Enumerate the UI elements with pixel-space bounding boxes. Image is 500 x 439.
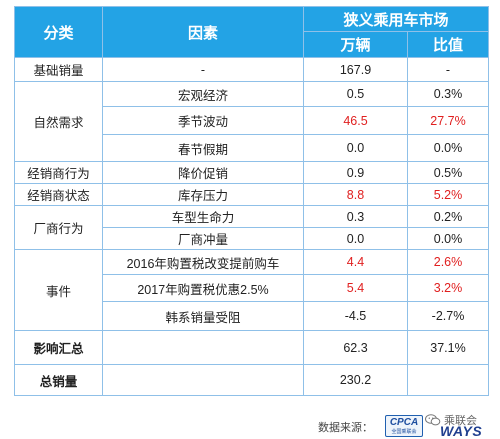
units-cell: 0.3 xyxy=(303,205,408,228)
table-row: 经销商行为 降价促销 0.9 0.5% xyxy=(14,161,490,184)
factor-cell: 厂商冲量 xyxy=(102,227,304,250)
units-cell: 0.5 xyxy=(303,81,408,107)
total-row: 总销量 230.2 xyxy=(14,364,490,396)
category-cell: 厂商行为 xyxy=(14,205,103,250)
factor-cell: 2016年购置税改变提前购车 xyxy=(102,249,304,275)
table-row: 经销商状态 库存压力 8.8 5.2% xyxy=(14,183,490,206)
cpca-logo: CPCA 全国乘联会 xyxy=(385,415,423,437)
header-units: 万辆 xyxy=(303,31,408,58)
units-cell: 0.0 xyxy=(303,134,408,162)
table-row: 春节假期 0.0 0.0% xyxy=(15,134,490,162)
factor-cell: - xyxy=(102,57,304,82)
units-cell: 230.2 xyxy=(303,364,408,396)
header-share: 比值 xyxy=(406,31,490,58)
header-row-2: 万辆 比值 xyxy=(15,31,490,58)
factor-cell xyxy=(102,364,304,396)
wechat-icon xyxy=(425,414,441,426)
table-row: 厂商冲量 0.0 0.0% xyxy=(15,227,490,250)
header-row-1: 分类 因素 狭义乘用车市场 xyxy=(14,6,490,58)
category-cell: 基础销量 xyxy=(14,57,103,82)
category-cell: 总销量 xyxy=(14,364,103,396)
header-category: 分类 xyxy=(14,6,103,58)
units-cell: 167.9 xyxy=(303,57,408,82)
category-cell: 自然需求 xyxy=(14,81,103,162)
category-cell: 经销商行为 xyxy=(14,161,103,184)
units-cell: 0.9 xyxy=(303,161,408,184)
share-cell: 3.2% xyxy=(406,274,490,302)
summary-row: 影响汇总 62.3 37.1% xyxy=(14,330,490,365)
share-cell: 0.0% xyxy=(406,134,490,162)
factor-cell: 库存压力 xyxy=(102,183,304,206)
units-cell: 0.0 xyxy=(303,227,408,250)
factor-cell xyxy=(102,330,304,365)
share-cell: 5.2% xyxy=(406,183,490,206)
units-cell: 4.4 xyxy=(303,249,408,275)
table-row: 季节波动 46.5 27.7% xyxy=(15,106,490,135)
share-cell xyxy=(406,364,490,396)
table-row: 自然需求 宏观经济 0.5 0.3% xyxy=(14,81,490,162)
table-row: 2017年购置税优惠2.5% 5.4 3.2% xyxy=(15,274,490,302)
category-cell: 事件 xyxy=(14,249,103,331)
brand-name-cn: 乘联会 xyxy=(444,415,477,427)
factor-cell: 2017年购置税优惠2.5% xyxy=(102,274,304,302)
share-cell: 2.6% xyxy=(406,249,490,275)
cpca-logo-text: CPCA xyxy=(389,417,419,428)
header-factor: 因素 xyxy=(102,6,304,58)
share-cell: - xyxy=(406,57,490,82)
footer: 数据来源： CPCA 全国乘联会 乘联会 WAYS xyxy=(0,412,500,439)
units-cell: -4.5 xyxy=(303,301,408,331)
table-row: 事件 2016年购置税改变提前购车 4.4 2.6% xyxy=(14,249,490,331)
share-cell: 0.3% xyxy=(406,81,490,107)
header-market: 狭义乘用车市场 xyxy=(302,6,490,32)
source-label: 数据来源： xyxy=(318,422,373,434)
share-cell: 0.5% xyxy=(406,161,490,184)
factor-cell: 车型生命力 xyxy=(102,205,304,228)
share-cell: 0.2% xyxy=(406,205,490,228)
factor-cell: 韩系销量受阻 xyxy=(102,301,304,331)
factor-cell: 降价促销 xyxy=(102,161,304,184)
units-cell: 62.3 xyxy=(303,330,408,365)
factor-cell: 春节假期 xyxy=(102,134,304,162)
cpca-logo-subtext: 全国乘联会 xyxy=(391,429,417,435)
units-cell: 8.8 xyxy=(303,183,408,206)
share-cell: 37.1% xyxy=(406,330,490,365)
table-row: 韩系销量受阻 -4.5 -2.7% xyxy=(15,301,490,331)
category-cell: 影响汇总 xyxy=(14,330,103,365)
share-cell: -2.7% xyxy=(406,301,490,331)
factor-cell: 宏观经济 xyxy=(102,81,304,107)
category-cell: 经销商状态 xyxy=(14,183,103,206)
share-cell: 27.7% xyxy=(406,106,490,135)
table-row: 厂商行为 车型生命力 0.3 0.2% xyxy=(14,205,490,250)
share-cell: 0.0% xyxy=(406,227,490,250)
brand-name-en: WAYS xyxy=(440,423,483,439)
market-factor-table: 分类 因素 狭义乘用车市场 万辆 比值 基础销量 - 167.9 - 自然需求 … xyxy=(14,6,490,396)
units-cell: 5.4 xyxy=(303,274,408,302)
units-cell: 46.5 xyxy=(303,106,408,135)
factor-cell: 季节波动 xyxy=(102,106,304,135)
table-row: 基础销量 - 167.9 - xyxy=(14,57,490,82)
